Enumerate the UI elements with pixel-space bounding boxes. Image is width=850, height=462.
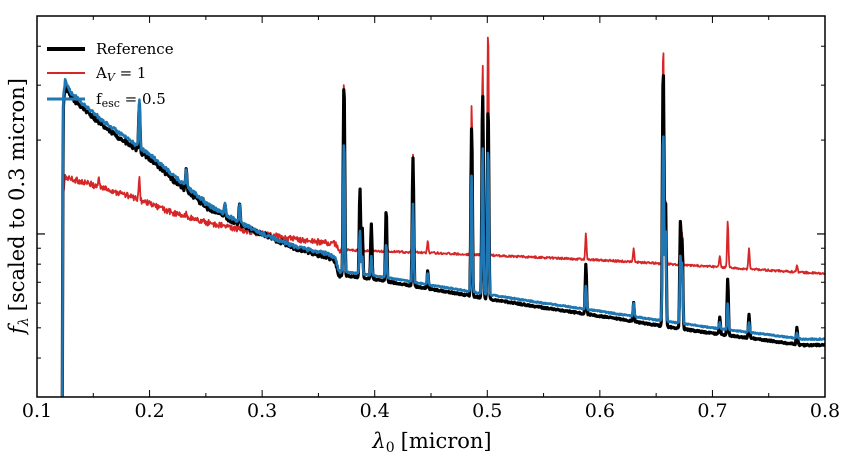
legend: Reference AV = 1 fesc = 0.5 xyxy=(47,40,174,110)
legend-label-reference: Reference xyxy=(96,40,174,58)
x-tick-label: 0.8 xyxy=(810,400,840,422)
x-tick-label: 0.7 xyxy=(697,400,727,422)
x-tick-label: 0.3 xyxy=(247,400,277,422)
legend-label-av: AV = 1 xyxy=(95,64,146,84)
x-tick-label: 0.1 xyxy=(22,400,52,422)
x-tick-label: 0.5 xyxy=(472,400,502,422)
series-line-2 xyxy=(61,77,825,397)
series-layer xyxy=(60,36,825,397)
ticks-layer: 0.1 0.2 0.3 0.4 0.5 0.6 0.7 0.8 xyxy=(22,15,840,422)
legend-label-fesc: fesc = 0.5 xyxy=(96,90,166,110)
series-line-1 xyxy=(61,36,825,397)
y-axis-title: fλ[scaled to 0.3 micron] xyxy=(5,78,32,336)
x-tick-label: 0.2 xyxy=(134,400,164,422)
plot-frame xyxy=(36,15,826,398)
x-tick-label: 0.4 xyxy=(360,400,390,422)
x-axis-title: λ0 [micron] xyxy=(371,429,491,456)
x-tick-label: 0.6 xyxy=(585,400,615,422)
